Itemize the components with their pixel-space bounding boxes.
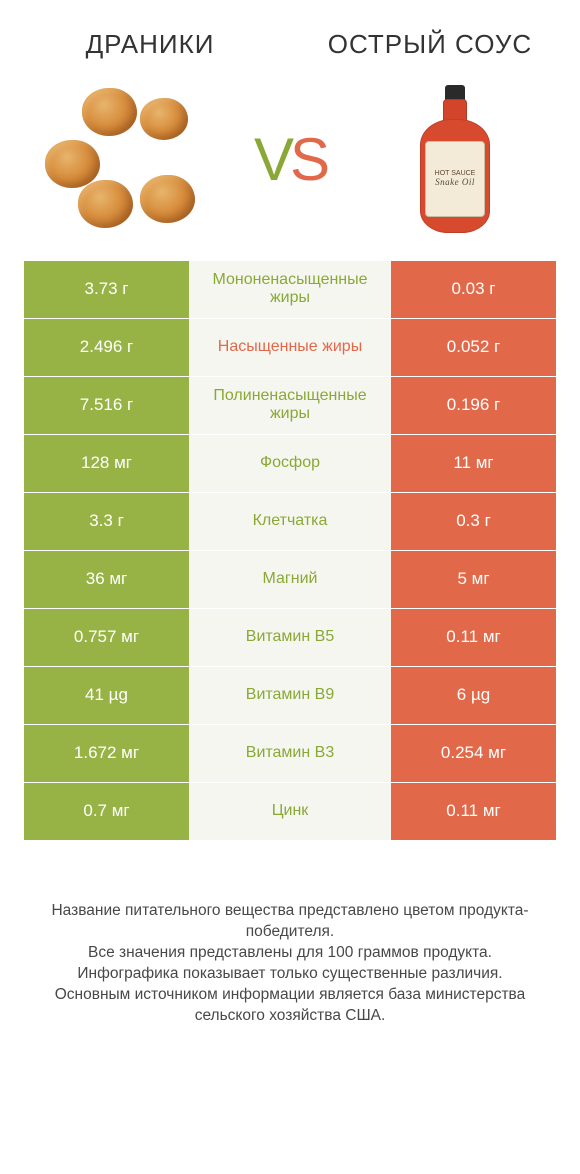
header: ДРАНИКИ ОСТРЫЙ СОУС [0,0,580,70]
vs-label: VS [254,125,326,194]
nutrient-label: Мононенасыщенные жиры [189,261,391,318]
table-row: 1.672 мгВитамин B30.254 мг [24,725,556,783]
right-value: 0.11 мг [391,783,556,840]
left-value: 0.757 мг [24,609,189,666]
left-value: 36 мг [24,551,189,608]
right-value: 5 мг [391,551,556,608]
vs-v: V [254,126,290,193]
table-row: 36 мгМагний5 мг [24,551,556,609]
patty-icon [45,140,100,188]
right-value: 0.11 мг [391,609,556,666]
bottle-icon: HOT SAUCE Snake Oil [419,85,491,235]
nutrient-label: Клетчатка [189,493,391,550]
bottle-label-top: HOT SAUCE [435,170,476,177]
table-row: 7.516 гПолиненасыщенные жиры0.196 г [24,377,556,435]
footnotes: Название питательного вещества представл… [30,901,550,1027]
right-product-image: HOT SAUCE Snake Oil [370,80,540,240]
patty-icon [82,88,137,136]
bottle-label-brand: Snake Oil [435,177,475,187]
footnote-line: Все значения представлены для 100 граммо… [30,943,550,964]
left-product-image [40,80,210,240]
right-value: 0.03 г [391,261,556,318]
patty-icon [78,180,133,228]
nutrient-label: Витамин B3 [189,725,391,782]
left-value: 3.3 г [24,493,189,550]
nutrient-label: Насыщенные жиры [189,319,391,376]
nutrient-label: Цинк [189,783,391,840]
right-value: 0.196 г [391,377,556,434]
left-value: 1.672 мг [24,725,189,782]
left-product-title: ДРАНИКИ [40,30,260,60]
table-row: 0.7 мгЦинк0.11 мг [24,783,556,841]
nutrient-label: Витамин B9 [189,667,391,724]
table-row: 2.496 гНасыщенные жиры0.052 г [24,319,556,377]
right-product-title: ОСТРЫЙ СОУС [320,30,540,60]
table-row: 128 мгФосфор11 мг [24,435,556,493]
footnote-line: Название питательного вещества представл… [30,901,550,943]
vs-s: S [290,126,326,193]
left-value: 128 мг [24,435,189,492]
table-row: 41 µgВитамин B96 µg [24,667,556,725]
nutrient-label: Полиненасыщенные жиры [189,377,391,434]
left-value: 2.496 г [24,319,189,376]
table-row: 3.3 гКлетчатка0.3 г [24,493,556,551]
footnote-line: Основным источником информации является … [30,985,550,1027]
right-value: 0.052 г [391,319,556,376]
right-value: 11 мг [391,435,556,492]
footnote-line: Инфографика показывает только существенн… [30,964,550,985]
left-value: 41 µg [24,667,189,724]
patty-icon [140,175,195,223]
left-value: 3.73 г [24,261,189,318]
nutrient-label: Фосфор [189,435,391,492]
right-value: 0.3 г [391,493,556,550]
right-value: 6 µg [391,667,556,724]
nutrient-label: Магний [189,551,391,608]
table-row: 0.757 мгВитамин B50.11 мг [24,609,556,667]
patty-icon [140,98,188,140]
nutrition-table: 3.73 гМононенасыщенные жиры0.03 г2.496 г… [24,260,556,841]
right-value: 0.254 мг [391,725,556,782]
images-row: VS HOT SAUCE Snake Oil [0,70,580,260]
table-row: 3.73 гМононенасыщенные жиры0.03 г [24,261,556,319]
left-value: 7.516 г [24,377,189,434]
left-value: 0.7 мг [24,783,189,840]
nutrient-label: Витамин B5 [189,609,391,666]
